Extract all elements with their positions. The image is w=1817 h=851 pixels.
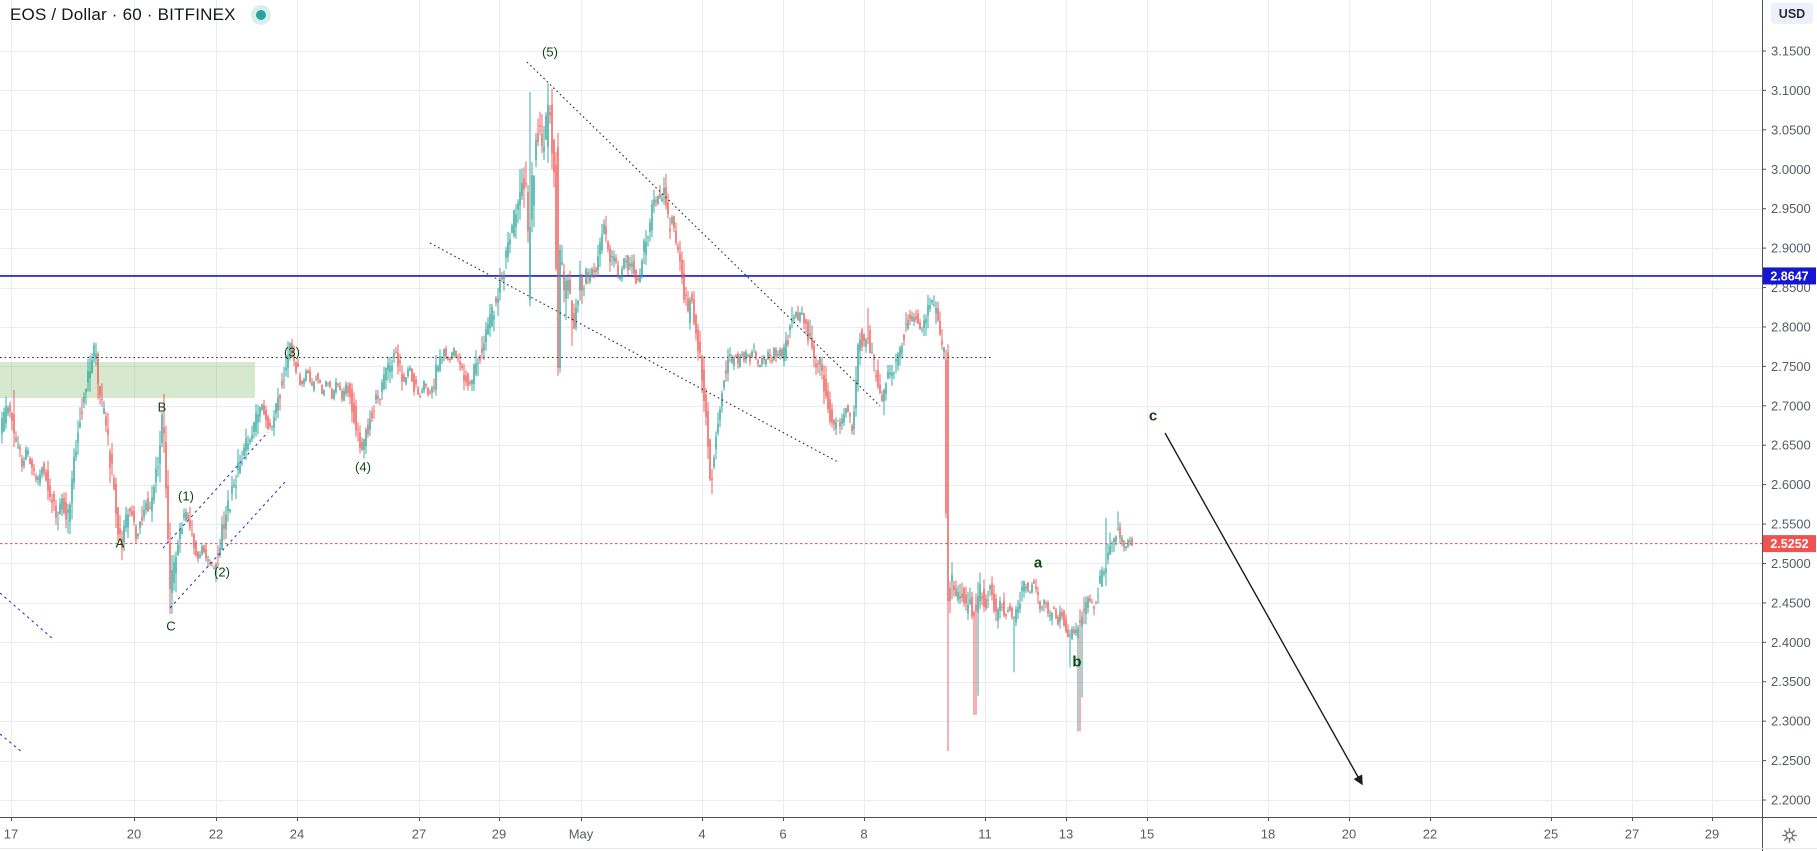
price-tick-label: 2.9000: [1771, 241, 1811, 256]
price-tick-label: 2.6500: [1771, 438, 1811, 453]
time-tick-label: 11: [978, 827, 992, 842]
time-axis[interactable]: 17 20 22 24 27 29 May 4 6 8 11 13 15 18 20 22 25 27 29: [4, 817, 1719, 842]
time-tick-label: 6: [779, 827, 786, 842]
wave-label[interactable]: (5): [542, 45, 558, 60]
wave-label[interactable]: b: [1072, 654, 1081, 671]
projection-arrow[interactable]: [1164, 432, 1363, 786]
time-tick-label: 27: [412, 827, 426, 842]
time-tick-label: 27: [1625, 827, 1639, 842]
price-tick-label: 2.5500: [1771, 517, 1811, 532]
wave-label[interactable]: (1): [178, 489, 194, 504]
price-tick-label: 2.3500: [1771, 674, 1811, 689]
wave-label[interactable]: (3): [284, 345, 300, 360]
blue-dashed-trendline[interactable]: [162, 431, 269, 549]
price-tick-label: 3.0500: [1771, 122, 1811, 137]
price-tick-label: 2.2000: [1771, 793, 1811, 808]
time-tick-label: 20: [127, 827, 141, 842]
time-tick-label: 29: [492, 827, 506, 842]
chart-legend: EOS / Dollar · 60 · BITFINEX: [10, 4, 272, 26]
price-tick-label: 3.1000: [1771, 83, 1811, 98]
gear-icon[interactable]: [1779, 825, 1799, 845]
market-status-core: [255, 10, 266, 20]
price-tick-label: 2.2500: [1771, 753, 1811, 768]
price-tick-label: 2.6000: [1771, 477, 1811, 492]
wave-label[interactable]: c: [1149, 408, 1157, 425]
time-tick-label: May: [569, 827, 594, 842]
wave-labels: (5) (3) (4) B A (1) (2) Ca b c: [116, 45, 1158, 671]
price-tick-label: 3.1500: [1771, 44, 1811, 59]
time-tick-label: 24: [290, 827, 304, 842]
dotted-trendline[interactable]: [526, 61, 881, 407]
wave-label[interactable]: A: [116, 536, 125, 551]
wave-label[interactable]: (2): [214, 565, 230, 580]
price-tick-label: 3.0000: [1771, 162, 1811, 177]
svg-text:2.5252: 2.5252: [1770, 537, 1808, 551]
level-price-tag: 2.8647: [1763, 267, 1816, 285]
price-tick-label: 2.9500: [1771, 201, 1811, 216]
up-candle-wicks: [1, 83, 1131, 732]
price-tick-label: 2.7500: [1771, 359, 1811, 374]
price-tick-label: 2.8000: [1771, 319, 1811, 334]
time-tick-label: 22: [209, 827, 223, 842]
wave-label[interactable]: (4): [355, 460, 371, 475]
gridlines: [0, 0, 1762, 817]
candles-layer: [1, 83, 1133, 752]
wave-label[interactable]: C: [166, 619, 175, 634]
time-tick-label: 13: [1059, 827, 1073, 842]
price-tick-label: 2.4000: [1771, 635, 1811, 650]
time-tick-label: 8: [860, 827, 867, 842]
trendlines: [0, 61, 881, 753]
time-tick-label: 15: [1140, 827, 1154, 842]
last-price-tag: 2.5252: [1763, 535, 1816, 553]
price-tick-label: 2.4500: [1771, 595, 1811, 610]
down-candle-wicks: [9, 88, 1133, 752]
time-tick-label: 18: [1261, 827, 1275, 842]
time-tick-label: 20: [1342, 827, 1356, 842]
time-tick-label: 22: [1423, 827, 1437, 842]
blue-dashed-trendline[interactable]: [0, 592, 54, 640]
time-tick-label: 4: [698, 827, 705, 842]
time-tick-label: 17: [4, 827, 18, 842]
dotted-trendline[interactable]: [429, 242, 839, 463]
time-tick-label: 29: [1705, 827, 1719, 842]
currency-toggle-button[interactable]: USD: [1771, 3, 1813, 24]
market-status-icon[interactable]: [250, 4, 272, 26]
plot-area[interactable]: (5) (3) (4) B A (1) (2) Ca b c: [0, 0, 1762, 817]
price-tick-label: 2.7000: [1771, 398, 1811, 413]
price-tick-label: 2.5000: [1771, 556, 1811, 571]
blue-dashed-trendline[interactable]: [0, 733, 23, 753]
wave-label[interactable]: a: [1034, 555, 1043, 572]
symbol-title[interactable]: EOS / Dollar · 60 · BITFINEX: [10, 5, 236, 24]
gear-icon-glyph: [1781, 827, 1797, 843]
svg-text:2.8647: 2.8647: [1770, 269, 1808, 283]
highlight-zone-box[interactable]: [0, 362, 255, 398]
blue-dashed-trendline[interactable]: [169, 481, 286, 609]
time-tick-label: 25: [1544, 827, 1558, 842]
price-axis[interactable]: 3.15003.10003.05003.00002.95002.90002.85…: [1762, 44, 1811, 808]
price-tick-label: 2.3000: [1771, 714, 1811, 729]
wave-label[interactable]: B: [158, 400, 167, 415]
